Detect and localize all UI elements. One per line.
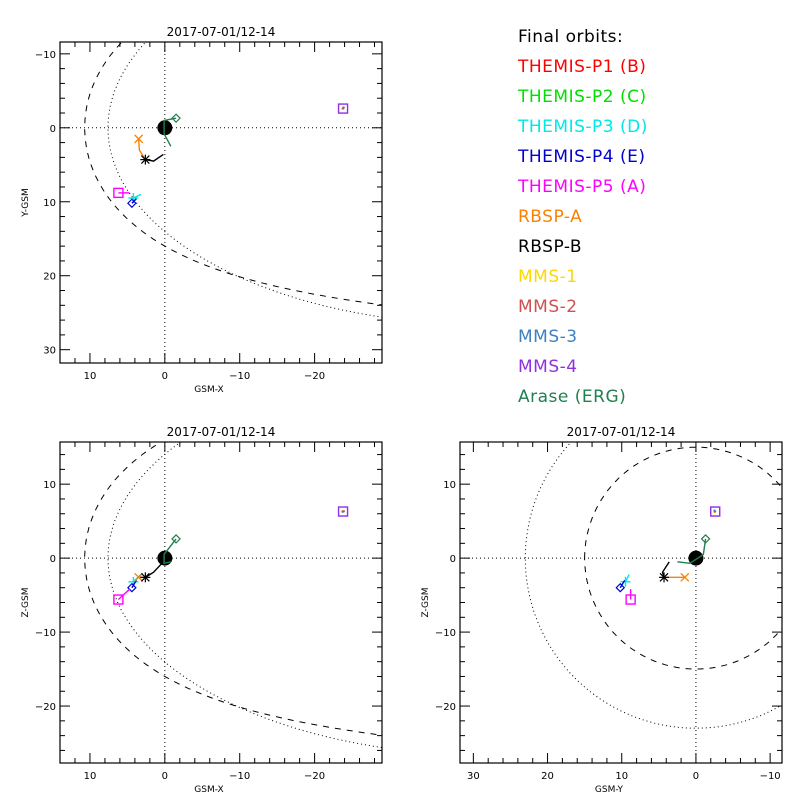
y-tick-label: 10 — [43, 480, 56, 491]
bow-shock — [525, 388, 800, 728]
legend-entry: MMS-3 — [518, 322, 648, 352]
spacecraft-marker — [140, 562, 163, 583]
x-tick-label: 10 — [84, 771, 97, 782]
x-axis-label: GSM-X — [194, 385, 223, 395]
orbit-plots: 2017-07-01/12-14 10 0 −10 −20 −10 0 10 20 30 GSM-X… — [0, 0, 800, 800]
legend-entry: THEMIS-P5 (A) — [518, 172, 648, 202]
legend-entry: Arase (ERG) — [518, 382, 648, 412]
y-tick-label: 10 — [443, 480, 456, 491]
panel-title: 2017-07-01/12-14 — [167, 425, 276, 439]
x-axis-label: GSM-X — [194, 785, 223, 795]
legend-entry: MMS-2 — [518, 292, 648, 322]
spacecraft-marker — [659, 562, 669, 583]
legend-entry: THEMIS-P4 (E) — [518, 142, 648, 172]
y-tick-label: 0 — [50, 554, 56, 565]
y-tick-label: 0 — [450, 554, 456, 565]
x-tick-label: 0 — [162, 371, 168, 382]
y-axis-label: Y-GSM — [21, 188, 31, 217]
dot-marker — [342, 106, 344, 108]
panel-title: 2017-07-01/12-14 — [167, 25, 276, 39]
plot-frame — [60, 42, 382, 363]
y-axis-label: Z-GSM — [421, 587, 431, 617]
panel-xy: 2017-07-01/12-14 10 0 −10 −20 −10 0 10 20 30 GSM-X… — [21, 0, 800, 395]
magnetopause — [85, 0, 800, 361]
legend-entry: RBSP-B — [518, 232, 648, 262]
panel-yz: 2017-07-01/12-14 30 20 10 0 −10 10 0 −10 −20 GSM-Y… — [421, 388, 800, 795]
legend: Final orbits: THEMIS-P1 (B) THEMIS-P2 (C)… — [518, 22, 648, 412]
x-tick-label: 10 — [615, 771, 628, 782]
x-tick-label: −20 — [304, 371, 325, 382]
bow-shock — [108, 0, 800, 325]
y-tick-label: 10 — [43, 198, 56, 209]
spacecraft-marker — [342, 106, 344, 108]
x-tick-label: −10 — [229, 371, 250, 382]
y-tick-label: −10 — [435, 628, 456, 639]
spacecraft-marker — [341, 511, 343, 513]
spacecraft-marker — [128, 199, 136, 207]
x-tick-label: 10 — [84, 371, 97, 382]
x-tick-label: −20 — [304, 771, 325, 782]
x-tick-label: 0 — [693, 771, 699, 782]
legend-entry: MMS-1 — [518, 262, 648, 292]
y-axis-label: Z-GSM — [21, 587, 31, 617]
plot-area — [460, 388, 800, 763]
spacecraft-marker — [626, 589, 635, 604]
y-tick-label: 30 — [43, 346, 56, 357]
dot-marker — [713, 509, 715, 511]
plot-frame — [460, 442, 782, 763]
dot-marker — [341, 511, 343, 513]
x-tick-label: 30 — [467, 771, 480, 782]
legend-entry: THEMIS-P2 (C) — [518, 82, 648, 112]
y-tick-label: 0 — [50, 124, 56, 135]
x-axis-label: GSM-Y — [595, 785, 624, 795]
x-tick-label: 0 — [162, 771, 168, 782]
y-tick-label: −20 — [35, 702, 56, 713]
spacecraft-marker — [114, 188, 130, 197]
earth — [157, 120, 172, 135]
plot-frame — [60, 442, 382, 763]
legend-title: Final orbits: — [518, 22, 648, 52]
x-tick-label: −10 — [760, 771, 781, 782]
y-tick-label: −20 — [435, 702, 456, 713]
plot-area — [60, 0, 800, 363]
legend-entry: THEMIS-P3 (D) — [518, 112, 648, 142]
spacecraft-marker — [114, 589, 130, 604]
x-tick-label: −10 — [229, 771, 250, 782]
spacecraft-marker — [713, 509, 715, 511]
legend-entry: THEMIS-P1 (B) — [518, 52, 648, 82]
spacecraft-marker — [135, 135, 146, 160]
x-tick-label: 20 — [541, 771, 554, 782]
panel-title: 2017-07-01/12-14 — [567, 425, 676, 439]
legend-entry: RBSP-A — [518, 202, 648, 232]
legend-entry: MMS-4 — [518, 352, 648, 382]
panel-xz: 2017-07-01/12-14 10 0 −10 −20 10 0 −10 −20 GSM-X Z… — [21, 325, 800, 795]
y-tick-label: −10 — [35, 628, 56, 639]
y-tick-label: −10 — [35, 50, 56, 61]
y-tick-label: 20 — [43, 272, 56, 283]
